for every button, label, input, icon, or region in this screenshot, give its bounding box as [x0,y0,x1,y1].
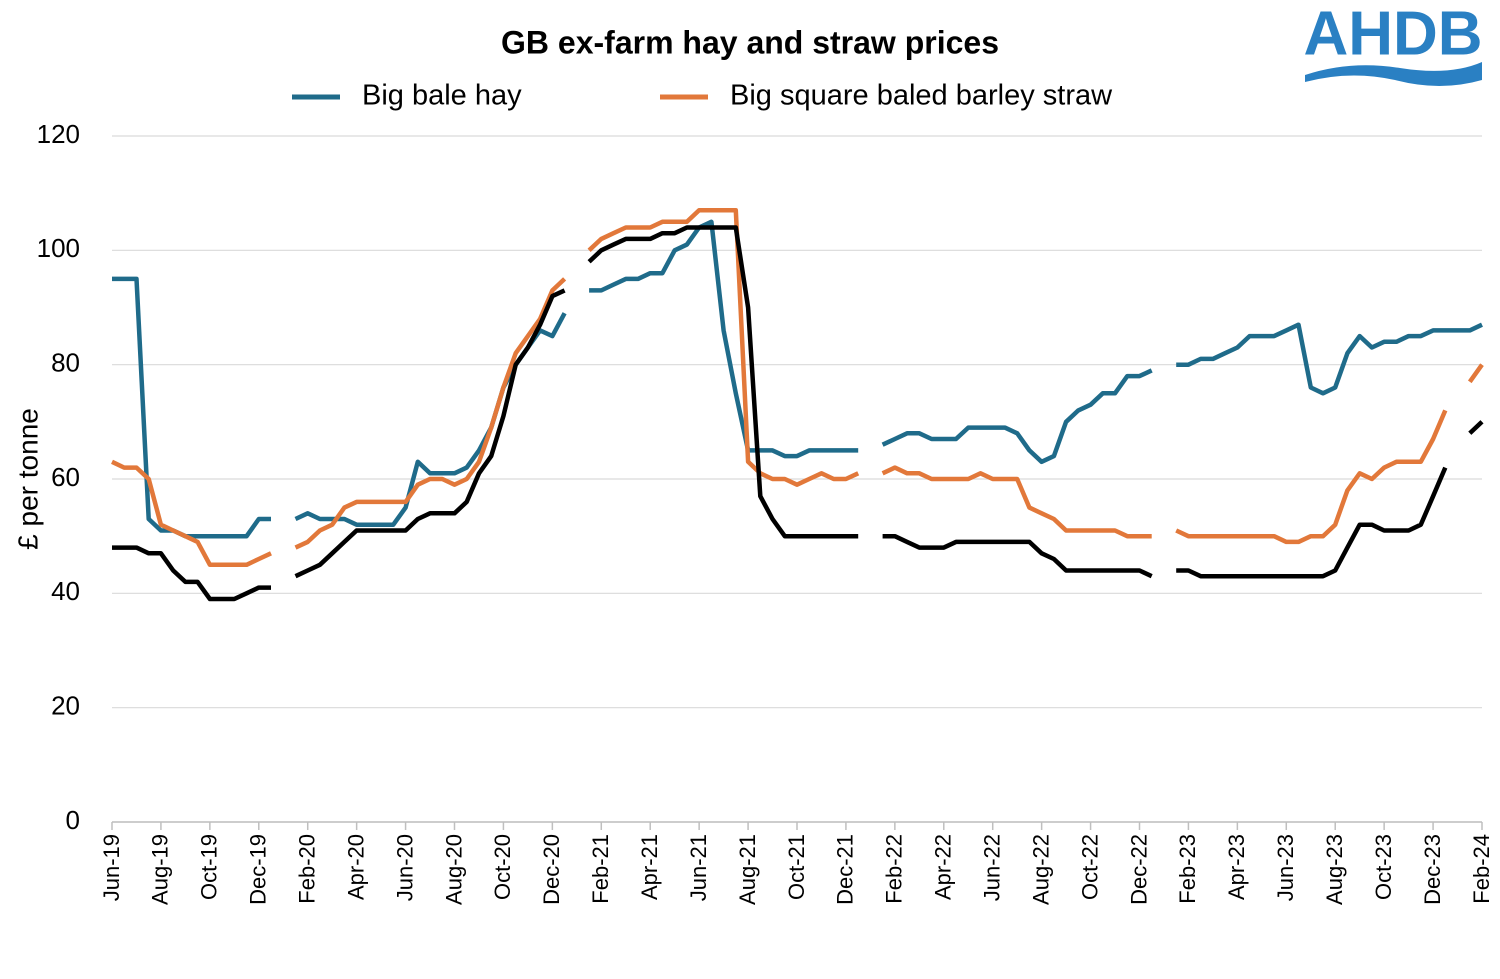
x-tick-label: Jun-22 [980,834,1005,901]
x-tick-label: Apr-20 [343,834,368,900]
x-tick-label: Apr-23 [1224,834,1249,900]
x-tick-label: Oct-20 [490,834,515,900]
logo-text: AHDB [1303,0,1482,68]
x-tick-label: Aug-20 [441,834,466,905]
x-tick-label: Dec-22 [1126,834,1151,905]
x-tick-label: Oct-22 [1077,834,1102,900]
logo: AHDB [1303,0,1483,86]
x-tick-label: Feb-21 [588,834,613,904]
x-tick-label: Aug-21 [735,834,760,905]
x-tick-label: Apr-21 [637,834,662,900]
x-tick-label: Feb-22 [882,834,907,904]
y-tick-label: 80 [51,348,80,378]
x-tick-label: Feb-23 [1175,834,1200,904]
y-tick-label: 20 [51,691,80,721]
x-tick-label: Apr-22 [931,834,956,900]
x-tick-label: Oct-21 [784,834,809,900]
y-tick-label: 40 [51,576,80,606]
x-tick-label: Aug-22 [1028,834,1053,905]
line-series [112,225,1484,602]
chart-title: GB ex-farm hay and straw prices [501,24,999,60]
x-tick-label: Dec-23 [1420,834,1445,905]
x-tick-label: Oct-23 [1371,834,1396,900]
line-series [112,219,1483,539]
y-axis-label: £ per tonne [12,408,43,550]
x-tick-label: Jun-21 [686,834,711,901]
x-tick-label: Aug-23 [1322,834,1347,905]
x-tick-label: Aug-19 [148,834,173,905]
y-tick-label: 100 [37,233,80,263]
y-tick-label: 120 [37,119,80,149]
y-tick-label: 60 [51,462,80,492]
x-tick-label: Feb-24 [1469,834,1494,904]
x-tick-label: Jun-23 [1273,834,1298,901]
logo-wave [1305,62,1482,86]
x-tick-label: Jun-19 [99,834,124,901]
x-tick-label: Oct-19 [197,834,222,900]
x-tick-label: Feb-20 [295,834,320,904]
x-tick-label: Dec-21 [833,834,858,905]
x-tick-label: Dec-19 [246,834,271,905]
legend-label: Big bale hay [362,80,522,112]
legend-label: Big square baled barley straw [730,80,1113,112]
x-tick-label: Jun-20 [392,834,417,901]
x-tick-label: Dec-20 [539,834,564,905]
line-series [111,208,1484,568]
y-tick-label: 0 [66,805,80,835]
